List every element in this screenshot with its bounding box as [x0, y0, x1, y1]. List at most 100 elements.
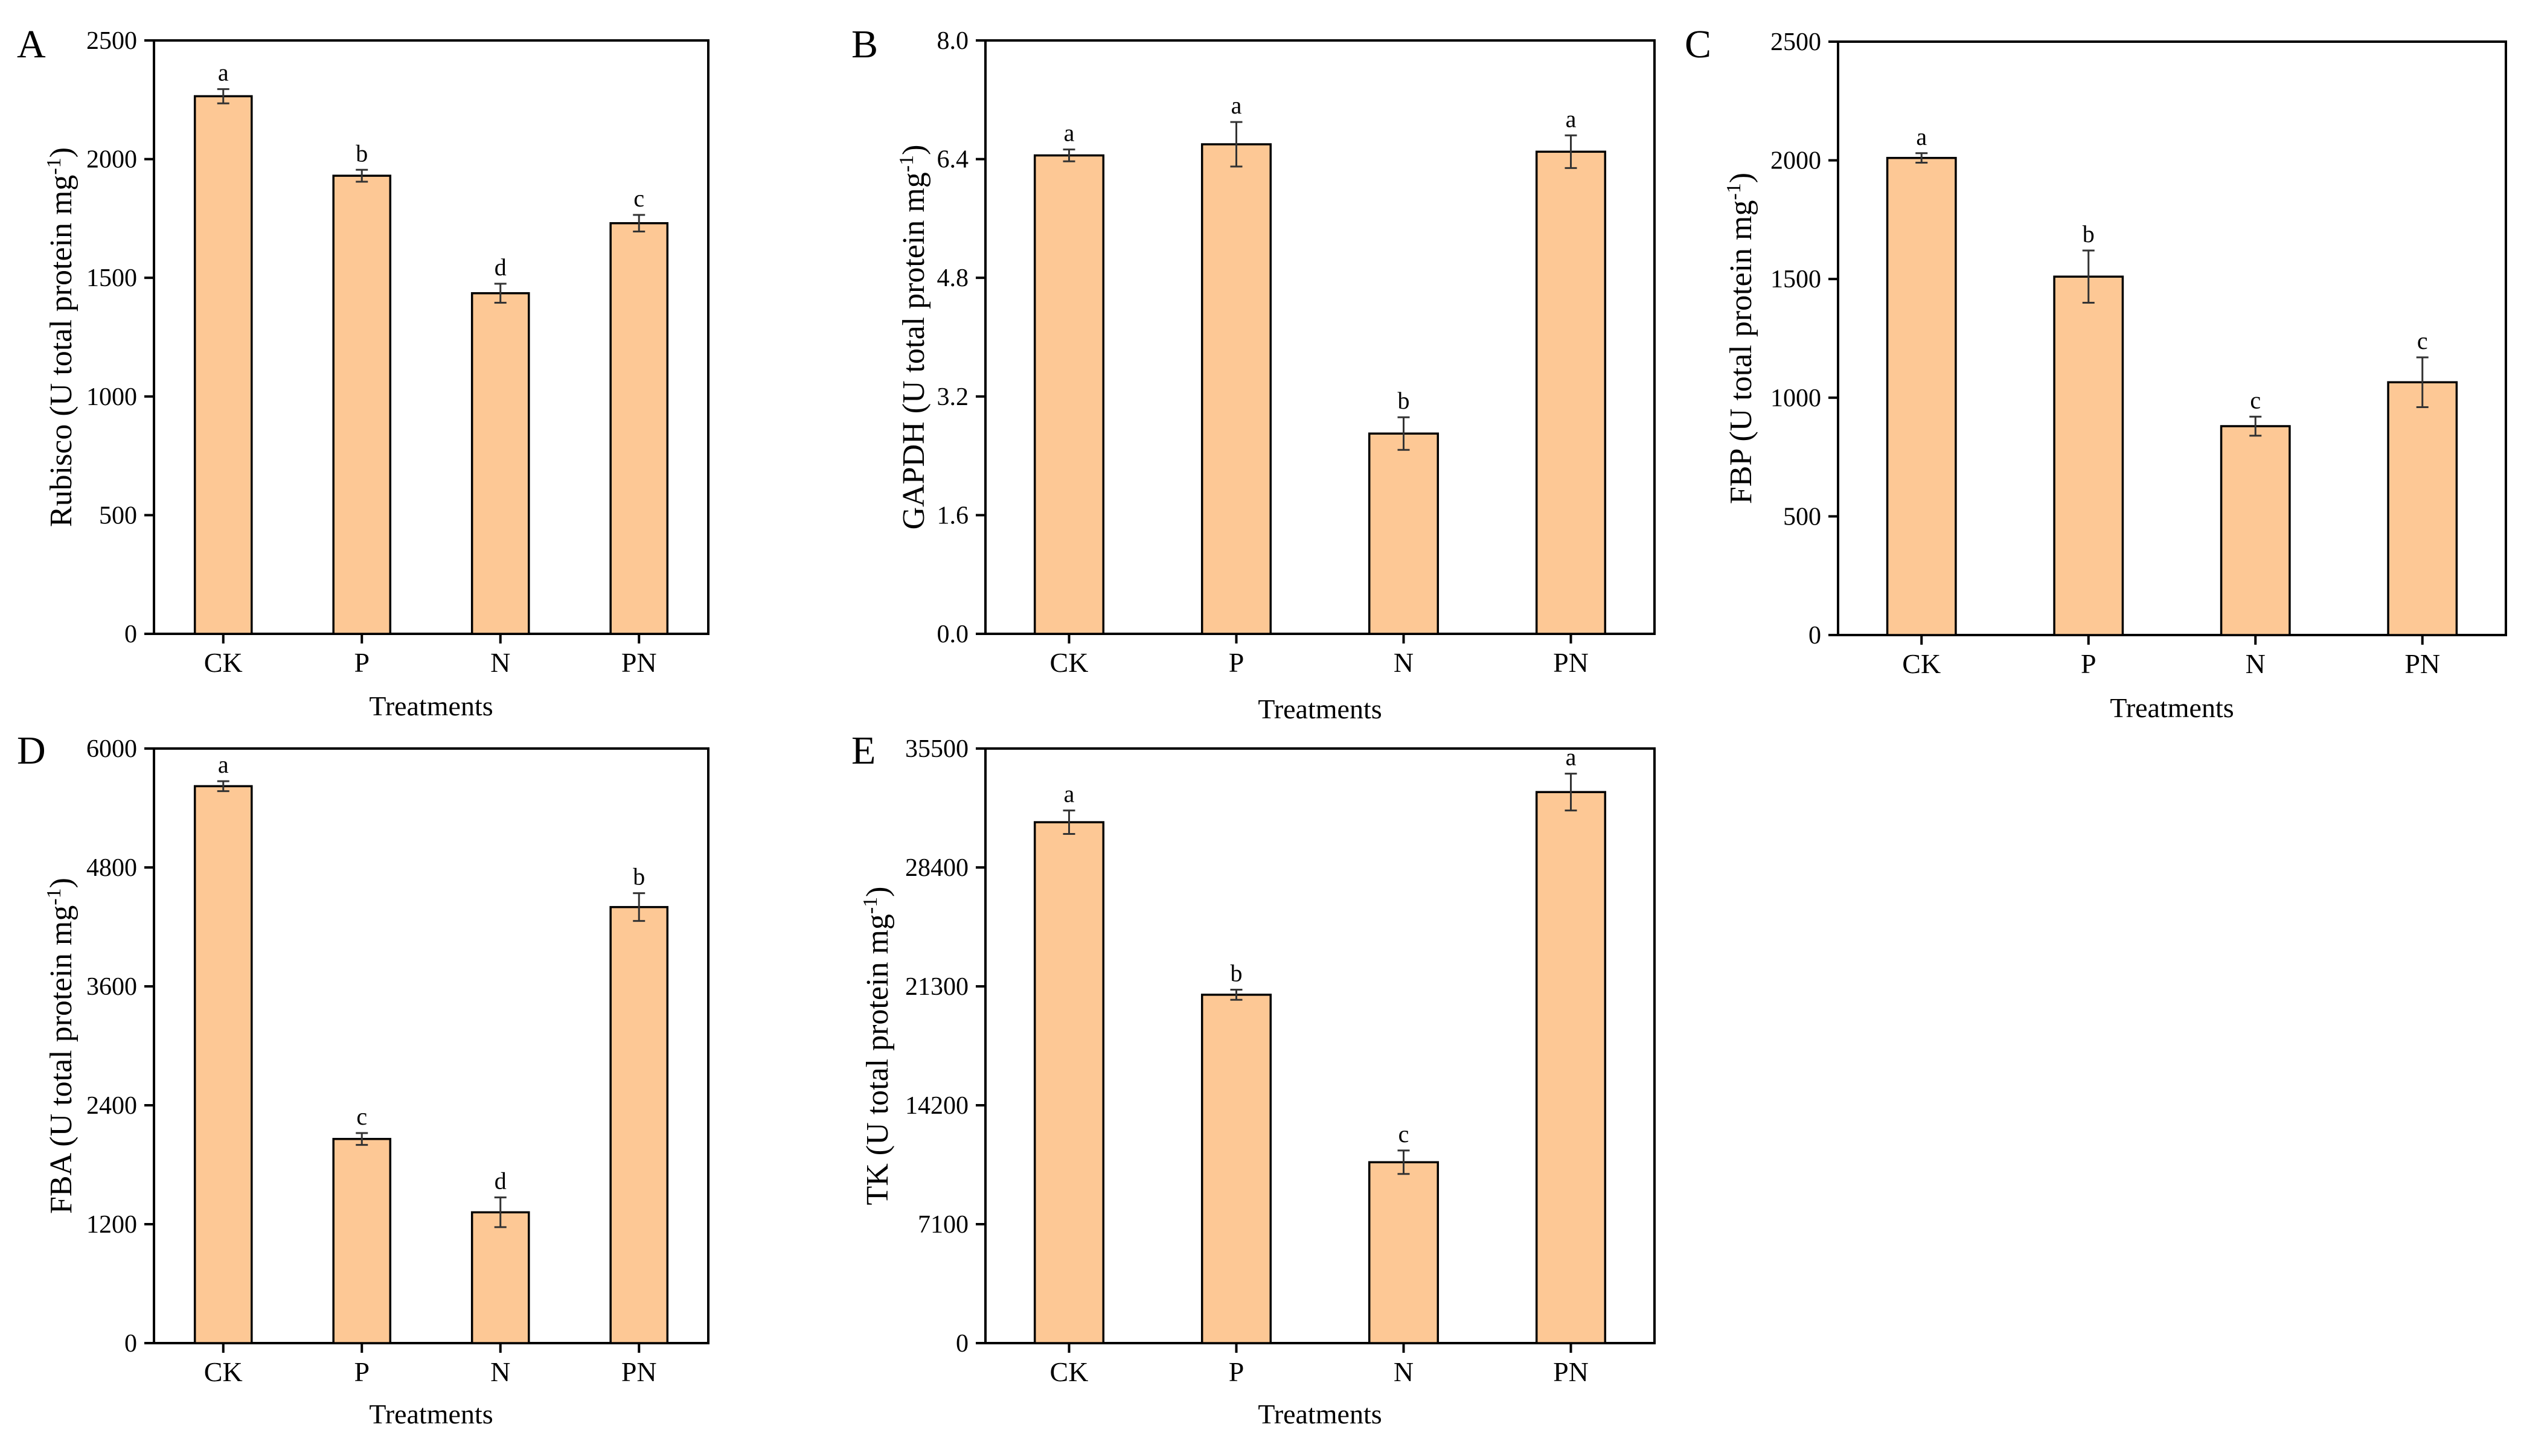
y-axis-title-superscript: -1 — [859, 897, 882, 914]
x-tick-label: PN — [621, 647, 657, 678]
y-axis-title-close: ) — [44, 878, 78, 888]
y-axis-title-main: Rubisco (U total protein mg — [44, 175, 78, 527]
x-tick-label: CK — [1050, 1356, 1089, 1387]
significance-label: a — [1916, 123, 1927, 150]
x-tick-label: CK — [204, 647, 243, 678]
x-tick-label: PN — [1553, 1356, 1589, 1387]
bar-n — [2220, 425, 2291, 636]
plot-frame — [1837, 40, 2507, 636]
y-axis-title-close: ) — [1724, 173, 1758, 183]
x-tick-label: N — [1394, 647, 1414, 678]
significance-label: c — [356, 1103, 367, 1130]
y-tick-label: 1.6 — [937, 502, 969, 529]
significance-label: b — [356, 139, 368, 167]
x-tick-label: N — [1394, 1356, 1414, 1387]
y-tick-label: 0.0 — [937, 621, 969, 648]
x-axis-title: Treatments — [2110, 692, 2234, 723]
y-tick-label: 1500 — [86, 264, 137, 292]
y-axis-title-superscript: -1 — [43, 888, 65, 905]
significance-label: a — [1231, 92, 1242, 119]
y-tick-label: 0 — [124, 621, 137, 648]
significance-label: c — [633, 185, 644, 212]
y-tick-label: 0 — [124, 1330, 137, 1358]
y-tick-label: 14200 — [905, 1092, 969, 1120]
panel-d: D 0 1200 2400 3600 4800 6000 a CK c Pd Nb PN Treatmen… — [17, 729, 709, 1429]
bar-ck — [1033, 821, 1105, 1344]
y-axis-title: TK (U total protein mg-1) — [859, 886, 895, 1205]
significance-label: a — [1064, 781, 1075, 808]
y-tick-label: 3.2 — [937, 383, 969, 411]
significance-label: d — [495, 254, 507, 281]
bar-pn — [609, 905, 669, 1344]
x-tick-label: P — [354, 1356, 370, 1387]
significance-label: a — [218, 59, 229, 86]
x-axis-title: Treatments — [1258, 694, 1382, 724]
significance-label: a — [1566, 744, 1577, 771]
x-tick-label: P — [354, 647, 370, 678]
bar-ck — [193, 95, 253, 635]
y-axis-title-superscript: -1 — [895, 155, 918, 172]
x-tick-label: PN — [2404, 648, 2440, 679]
significance-label: d — [495, 1167, 507, 1195]
panel-letter: E — [851, 729, 876, 773]
y-tick-label: 0 — [956, 1330, 969, 1358]
y-axis-title-close: ) — [44, 147, 78, 158]
bar-ck — [193, 785, 253, 1344]
y-tick-label: 1000 — [86, 383, 137, 411]
y-tick-label: 28400 — [905, 854, 969, 882]
plot-frame — [984, 747, 1656, 1344]
bar-p — [332, 174, 392, 635]
significance-label: b — [1231, 960, 1243, 987]
y-axis-title: GAPDH (U total protein mg-1) — [895, 145, 931, 530]
x-tick-label: P — [2081, 648, 2096, 679]
y-tick-label: 2000 — [1770, 147, 1821, 175]
y-tick-label: 1500 — [1770, 266, 1821, 293]
significance-label: b — [2083, 220, 2095, 247]
panel-letter: A — [17, 22, 46, 66]
plot-frame — [153, 39, 709, 635]
y-tick-label: 3600 — [86, 973, 137, 1001]
y-tick-label: 1200 — [86, 1211, 137, 1239]
y-tick-label: 35500 — [905, 735, 969, 763]
x-tick-label: N — [2246, 648, 2266, 679]
panel-letter: B — [851, 22, 878, 66]
x-axis-title: Treatments — [369, 691, 493, 721]
significance-label: b — [1398, 387, 1410, 414]
panel-e: E 0 7100 14200 21300 28400 35500 a CK b Pc Na PN Trea… — [851, 729, 1656, 1429]
y-tick-label: 21300 — [905, 973, 969, 1001]
y-axis-title-superscript: -1 — [43, 158, 65, 174]
bar-pn — [1535, 791, 1607, 1344]
bar-n — [1368, 432, 1440, 635]
significance-label: a — [1566, 105, 1577, 132]
x-tick-label: N — [490, 647, 510, 678]
plot-frame — [153, 747, 709, 1344]
panel-a: A 0 500 1000 1500 2000 2500 a CK b Pd Nc PN Treatment… — [17, 22, 709, 721]
y-tick-label: 6000 — [86, 735, 137, 763]
y-axis-title: FBP (U total protein mg-1) — [1723, 173, 1758, 504]
bar-p — [332, 1138, 392, 1344]
bar-pn — [609, 222, 669, 635]
y-tick-label: 1000 — [1770, 385, 1821, 412]
bar-p — [1200, 994, 1272, 1344]
y-axis-title: Rubisco (U total protein mg-1) — [43, 147, 78, 527]
y-tick-label: 6.4 — [937, 146, 969, 174]
bar-p — [2053, 275, 2124, 636]
bar-pn — [1535, 150, 1607, 635]
y-tick-label: 8.0 — [937, 27, 969, 55]
y-axis-title-superscript: -1 — [1723, 183, 1745, 200]
y-tick-label: 2500 — [1770, 28, 1821, 56]
x-tick-label: PN — [1553, 647, 1589, 678]
panel-letter: C — [1685, 22, 1711, 66]
y-tick-label: 500 — [1783, 503, 1821, 531]
y-axis-title-close: ) — [860, 886, 895, 896]
plot-frame — [984, 39, 1656, 635]
y-axis-title-main: FBA (U total protein mg — [44, 905, 78, 1214]
y-tick-label: 2500 — [86, 27, 137, 55]
x-tick-label: P — [1229, 647, 1244, 678]
y-tick-label: 4.8 — [937, 264, 969, 292]
y-axis-title-main: FBP (U total protein mg — [1724, 200, 1758, 505]
significance-label: a — [218, 751, 229, 778]
significance-label: c — [1398, 1120, 1409, 1148]
y-axis-title-main: GAPDH (U total protein mg — [897, 172, 931, 529]
